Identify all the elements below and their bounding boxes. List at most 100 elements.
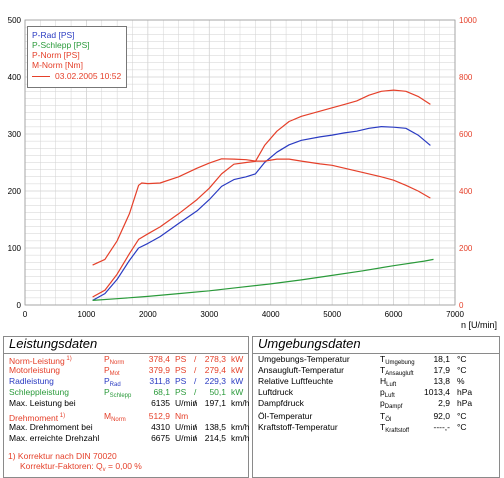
- umgebung-label: Ansaugluft-Temperatur: [258, 365, 344, 375]
- korrektur-note: 1) Korrektur nach DIN 70020: [8, 451, 117, 461]
- umgebungsdaten-title: Umgebungsdaten: [258, 336, 361, 351]
- umgebung-row: Umgebungs-Temperatur TUmgebung 18,1 °C: [253, 354, 499, 366]
- data-panels: Leistungsdaten Norm-Leistung 1) PNorm 378,…: [0, 336, 504, 478]
- umgebung-symbol: TKraftstoff: [380, 422, 410, 434]
- umgebung-unit: °C: [457, 411, 467, 421]
- legend-item-p-rad: P-Rad [PS]: [32, 30, 75, 40]
- leistung-value-2: 50,1: [209, 387, 226, 397]
- umgebung-symbol-sub: Luft: [384, 393, 395, 399]
- leistung-unit-2: kW: [231, 376, 244, 386]
- leistung-separator: /: [194, 398, 197, 408]
- y-left-tick-label: 100: [8, 244, 22, 253]
- umgebung-symbol-sub: Ansaugluft: [385, 371, 414, 377]
- leistung-value-2: 279,4: [204, 365, 226, 375]
- legend-date: 03.02.2005 10:52: [32, 71, 126, 81]
- chart-series: [92, 89, 434, 301]
- umgebung-value: 1013,4: [424, 387, 450, 397]
- leistung-value-2: 214,5: [204, 433, 226, 443]
- leistung-value-1: 68,1: [153, 387, 170, 397]
- korrektur-faktoren-value: = 0,00 %: [108, 461, 142, 471]
- umgebung-row: Dampfdruck pDampf 2,9 hPa: [253, 398, 499, 410]
- leistung-unit-2: km/h: [231, 422, 250, 432]
- leistung-label: Drehmoment 1): [9, 412, 66, 423]
- leistungsdaten-divider: [4, 353, 248, 354]
- leistung-separator: /: [194, 376, 197, 386]
- leistung-symbol: MNorm: [104, 411, 126, 423]
- leistung-label: Max. erreichte Drehzahl: [9, 433, 100, 443]
- leistung-value-1: 512,9: [148, 411, 170, 421]
- umgebung-label: Dampfdruck: [258, 398, 304, 408]
- y-right-tick-label: 400: [459, 187, 473, 196]
- umgebung-value: 13,8: [433, 376, 450, 386]
- leistung-footnote-ref: 1): [58, 413, 66, 419]
- leistung-symbol: PRad: [104, 376, 121, 388]
- leistung-label: Max. Drehmoment bei: [9, 422, 93, 432]
- leistung-value-1: 379,9: [148, 365, 170, 375]
- leistungsdaten-panel: Leistungsdaten Norm-Leistung 1) PNorm 378,…: [3, 336, 249, 478]
- umgebung-label: Relative Luftfeuchte: [258, 376, 334, 386]
- leistung-separator: /: [194, 422, 197, 432]
- leistung-value-2: 197,1: [204, 398, 226, 408]
- leistung-label: Norm-Leistung 1): [9, 355, 72, 366]
- series-p-schlepp-ps: [92, 258, 434, 301]
- legend-date-line: [32, 75, 50, 77]
- leistung-row: Max. Leistung bei 6135 U/min/ 197,1 km/h: [4, 398, 249, 408]
- x-tick-label: 5000: [323, 310, 341, 319]
- leistung-row: Norm-Leistung 1) PNorm 378,4 PS / 278,3 kW: [4, 354, 248, 366]
- leistung-value-1: 4310: [151, 422, 170, 432]
- umgebung-symbol: HLuft: [380, 376, 397, 388]
- umgebung-symbol: TAnsaugluft: [380, 365, 414, 377]
- umgebung-row: Luftdruck pLuft 1013,4 hPa: [253, 387, 499, 399]
- leistung-unit-2: kW: [231, 387, 244, 397]
- x-tick-label: 1000: [78, 310, 96, 319]
- y-left-tick-label: 400: [8, 73, 22, 82]
- umgebungsdaten-panel: Umgebungsdaten Umgebungs-Temperatur TUmge…: [252, 336, 500, 478]
- umgebung-value: ----,-: [433, 422, 450, 432]
- leistung-symbol: PNorm: [104, 354, 125, 366]
- y-left-tick-label: 0: [17, 301, 22, 310]
- y-right-tick-label: 200: [459, 244, 473, 253]
- umgebung-unit: hPa: [457, 387, 473, 397]
- leistung-value-2: 278,3: [204, 354, 226, 364]
- y-left-tick-label: 300: [8, 130, 22, 139]
- plot-frame: [24, 19, 456, 306]
- y-left-tick-label: 200: [8, 187, 22, 196]
- umgebung-row: Kraftstoff-Temperatur TKraftstoff ----,- °C: [253, 422, 499, 434]
- korrektur-faktoren: Korrektur-Faktoren: Qv = 0,00 %: [20, 461, 142, 475]
- y-right-tick-label: 600: [459, 130, 473, 139]
- leistung-row: Max. Drehmoment bei 4310 U/min/ 138,5 km/h: [4, 422, 250, 432]
- leistung-value-1: 378,4: [148, 354, 170, 364]
- legend-item-p-schlepp: P-Schlepp [PS]: [32, 40, 90, 50]
- leistung-row: Max. erreichte Drehzahl 6675 U/min/ 214,5 km…: [4, 433, 249, 443]
- y-right-tick-label: 1000: [459, 16, 477, 25]
- umgebung-unit: %: [457, 376, 465, 386]
- leistung-unit-1: U/min: [175, 422, 198, 432]
- leistung-symbol-sub: Norm: [109, 360, 125, 366]
- umgebung-row: Ansaugluft-Temperatur TAnsaugluft 17,9 °C: [253, 365, 499, 377]
- leistung-symbol: PMot: [104, 365, 120, 377]
- leistung-symbol-sub: Rad: [109, 382, 121, 388]
- leistung-value-2: 138,5: [204, 422, 226, 432]
- korrektur-faktoren-label: Korrektur-Faktoren: Q: [20, 461, 103, 471]
- y-right-tick-label: 800: [459, 73, 473, 82]
- leistung-separator: /: [194, 433, 197, 443]
- umgebung-symbol: pDampf: [380, 398, 403, 410]
- chart-legend: P-Rad [PS] P-Schlepp [PS] P-Norm [PS] M-…: [27, 26, 127, 88]
- legend-date-text: 03.02.2005 10:52: [55, 71, 122, 81]
- umgebung-value: 18,1: [433, 354, 450, 364]
- leistung-unit-2: kW: [231, 354, 244, 364]
- umgebung-symbol-sub: Dampf: [384, 404, 403, 410]
- umgebung-value: 2,9: [438, 398, 450, 408]
- legend-item-m-norm: M-Norm [Nm]: [32, 60, 83, 70]
- leistung-value-1: 6135: [151, 398, 170, 408]
- umgebung-symbol-sub: Öl: [385, 417, 392, 423]
- umgebung-unit: hPa: [457, 398, 473, 408]
- leistung-unit-1: Nm: [175, 411, 189, 421]
- leistung-symbol: PSchlepp: [104, 387, 132, 399]
- leistung-symbol-sub: Norm: [111, 417, 126, 423]
- umgebung-label: Umgebungs-Temperatur: [258, 354, 350, 364]
- x-tick-label: 0: [23, 310, 28, 319]
- umgebung-unit: °C: [457, 354, 467, 364]
- umgebung-symbol-sub: Luft: [386, 382, 397, 388]
- leistung-unit-2: kW: [231, 365, 244, 375]
